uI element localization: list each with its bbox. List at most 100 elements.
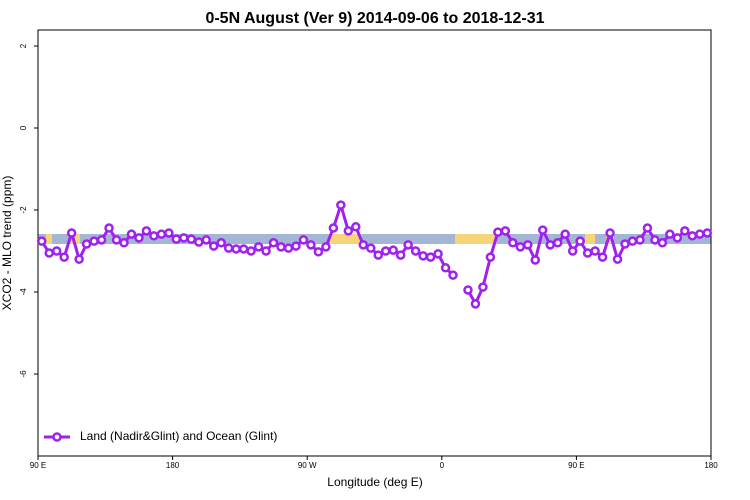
data-point (253, 242, 264, 252)
data-point (141, 226, 152, 236)
data-point (96, 235, 107, 245)
data-point (231, 244, 241, 254)
data-point (201, 235, 211, 245)
data-point (612, 254, 623, 264)
data-point (620, 239, 630, 249)
data-point (328, 223, 339, 233)
data-point (538, 225, 548, 235)
data-point (89, 236, 99, 246)
data-point (298, 235, 309, 245)
land-band (46, 234, 52, 244)
data-point (575, 236, 585, 246)
data-point (433, 249, 443, 259)
data-point (358, 240, 369, 250)
data-point (223, 243, 234, 253)
data-point (425, 252, 436, 262)
land-band (330, 234, 362, 244)
data-point (66, 228, 77, 238)
data-point (291, 241, 301, 251)
data-point (478, 282, 488, 292)
data-point (351, 222, 361, 232)
ocean-band (38, 234, 711, 244)
data-point (366, 243, 376, 253)
data-point (194, 237, 204, 247)
data-point (164, 228, 174, 238)
data-point (605, 228, 615, 238)
data-point (336, 200, 346, 210)
land-band (70, 234, 80, 244)
data-point (313, 247, 324, 257)
data-point (306, 240, 316, 250)
data-point (500, 226, 511, 236)
data-point (283, 243, 294, 253)
data-point (635, 235, 645, 245)
data-point (515, 242, 526, 252)
data-point (395, 250, 406, 260)
x-tick-label: 180 (166, 461, 180, 470)
data-point (186, 234, 197, 244)
data-point (508, 238, 518, 248)
data-point (680, 226, 690, 236)
land-band (455, 234, 497, 244)
y-tick-label: -6 (19, 370, 28, 378)
y-tick-label: -4 (19, 288, 28, 296)
data-point (665, 229, 675, 239)
chart-title: 0-5N August (Ver 9) 2014-09-06 to 2018-1… (205, 10, 544, 27)
data-point (388, 245, 398, 255)
data-point (134, 233, 144, 243)
x-tick-label: 0 (440, 461, 445, 470)
data-point (268, 238, 279, 248)
data-point (530, 255, 541, 265)
data-point (343, 226, 354, 236)
y-tick-label: -2 (19, 206, 28, 214)
data-point (126, 229, 137, 239)
data-point (403, 240, 413, 250)
x-axis-label: Longitude (deg E) (327, 475, 422, 489)
x-tick-label: 90 E (568, 461, 584, 470)
data-point (493, 227, 503, 237)
data-point (582, 248, 593, 258)
data-point (208, 241, 219, 251)
data-point (380, 246, 391, 256)
surface-band (38, 234, 711, 244)
data-point (373, 250, 383, 260)
data-point (156, 229, 167, 239)
data-point (695, 229, 705, 239)
data-point (216, 238, 226, 248)
land-band (606, 234, 614, 244)
data-point (702, 228, 713, 238)
data-point (440, 263, 451, 273)
data-point (642, 223, 653, 233)
data-point (448, 270, 458, 280)
data-point (560, 229, 570, 239)
data-point (463, 285, 473, 295)
data-point (119, 238, 129, 248)
data-point (657, 238, 668, 248)
data-point (246, 246, 256, 256)
data-point (470, 299, 481, 309)
data-point (104, 223, 114, 233)
data-point (590, 246, 600, 256)
data-point (171, 234, 182, 244)
data-point (567, 246, 578, 256)
data-point (523, 240, 533, 250)
data-point (650, 235, 660, 245)
y-tick-label: 2 (19, 43, 28, 48)
data-point (261, 246, 271, 256)
x-tick-label: 180 (704, 461, 718, 470)
data-point (410, 246, 421, 256)
land-band (585, 234, 595, 244)
data-point (59, 252, 69, 262)
legend-label: Land (Nadir&Glint) and Ocean (Glint) (80, 429, 277, 443)
data-point (238, 244, 249, 254)
data-point (545, 240, 555, 250)
x-tick-label: 90 W (298, 461, 317, 470)
data-point (51, 246, 62, 256)
data-point (321, 242, 331, 252)
data-point (111, 235, 122, 245)
data-point (627, 236, 638, 246)
data-point (74, 254, 84, 264)
y-axis-label: XCO2 - MLO trend (ppm) (0, 176, 14, 311)
y-tick-label: 0 (19, 125, 28, 130)
